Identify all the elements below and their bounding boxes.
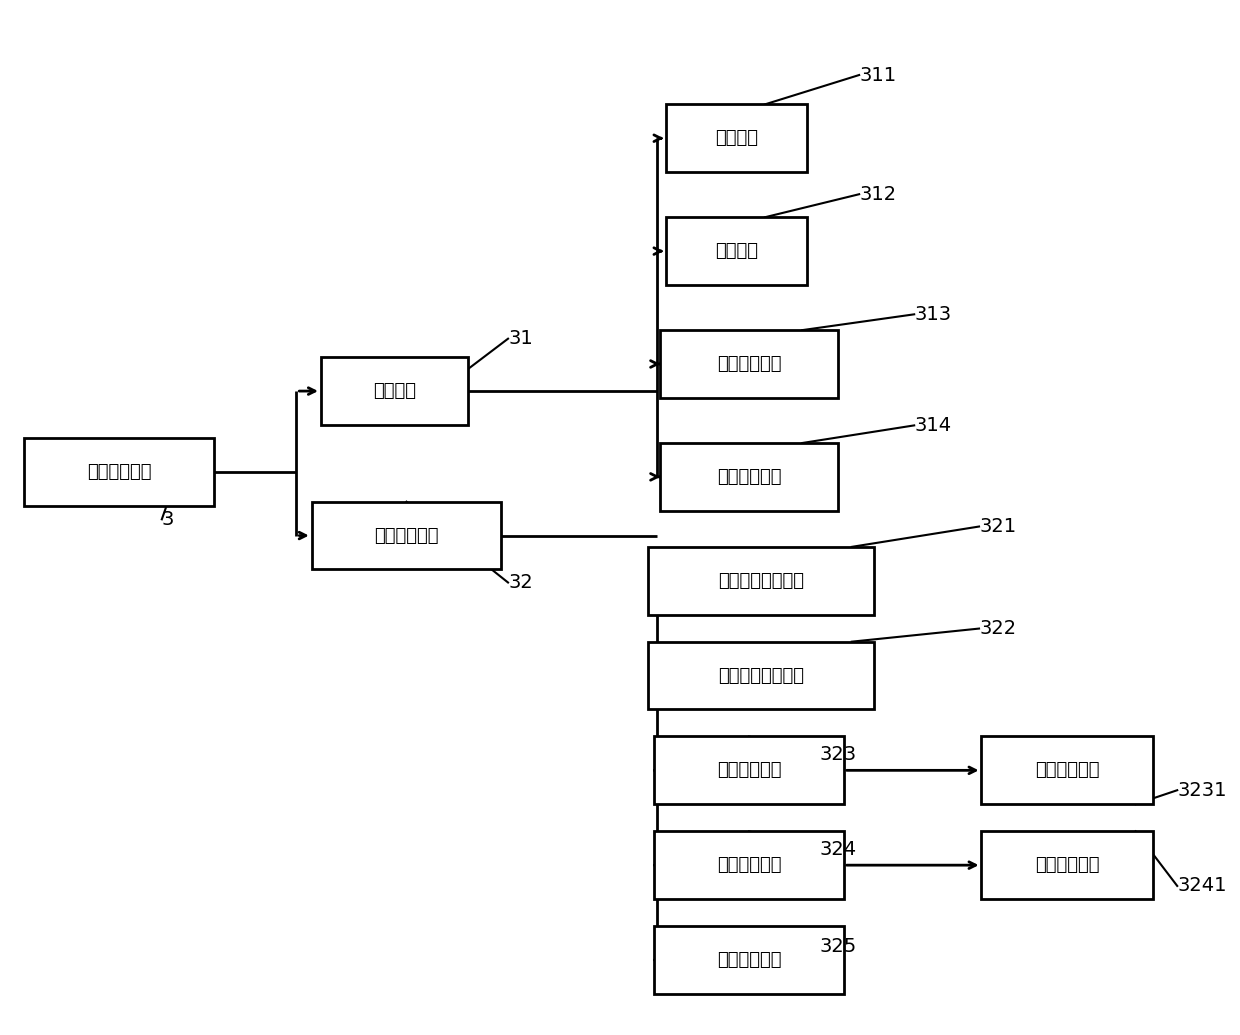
Text: 312: 312 (859, 184, 897, 204)
Text: 311: 311 (859, 65, 897, 85)
Text: 3231: 3231 (1177, 780, 1226, 800)
Text: 选择模块: 选择模块 (715, 129, 759, 147)
Text: 对错判断模块: 对错判断模块 (717, 355, 781, 373)
Text: 324: 324 (820, 840, 857, 859)
Bar (321, 357, 467, 425)
Text: 322: 322 (980, 619, 1016, 638)
Text: 3241: 3241 (1177, 877, 1226, 895)
Bar (666, 105, 807, 172)
Bar (25, 439, 213, 506)
Text: 32: 32 (508, 573, 533, 592)
Text: 记忆程度模块: 记忆程度模块 (717, 951, 781, 969)
Text: 智能运算模块: 智能运算模块 (717, 468, 781, 485)
Text: 对错次数记忆模块: 对错次数记忆模块 (718, 667, 805, 684)
Text: 运算统计模块: 运算统计模块 (87, 464, 151, 481)
Bar (666, 217, 807, 285)
Text: 323: 323 (820, 744, 857, 764)
Bar (649, 642, 874, 709)
Text: 运算模块: 运算模块 (373, 382, 415, 401)
Text: 记忆强度模块: 记忆强度模块 (717, 762, 781, 779)
Bar (982, 831, 1153, 899)
Text: 321: 321 (980, 518, 1016, 536)
Text: 智能统计模块: 智能统计模块 (374, 527, 439, 544)
Text: 313: 313 (914, 305, 951, 324)
Bar (311, 502, 501, 569)
Text: 难度等级模块: 难度等级模块 (1035, 856, 1100, 875)
Text: 3: 3 (161, 510, 174, 529)
Text: 记忆难度模块: 记忆难度模块 (717, 856, 781, 875)
Bar (661, 330, 838, 397)
Text: 314: 314 (914, 416, 951, 435)
Text: 对错频率记忆模块: 对错频率记忆模块 (718, 571, 805, 590)
Text: 默写模块: 默写模块 (715, 242, 759, 260)
Text: 325: 325 (820, 937, 857, 956)
Text: 强度等级模块: 强度等级模块 (1035, 762, 1100, 779)
Bar (655, 926, 844, 994)
Bar (655, 831, 844, 899)
Text: 31: 31 (508, 329, 533, 348)
Bar (655, 737, 844, 804)
Bar (661, 443, 838, 510)
Bar (982, 737, 1153, 804)
Bar (649, 546, 874, 615)
